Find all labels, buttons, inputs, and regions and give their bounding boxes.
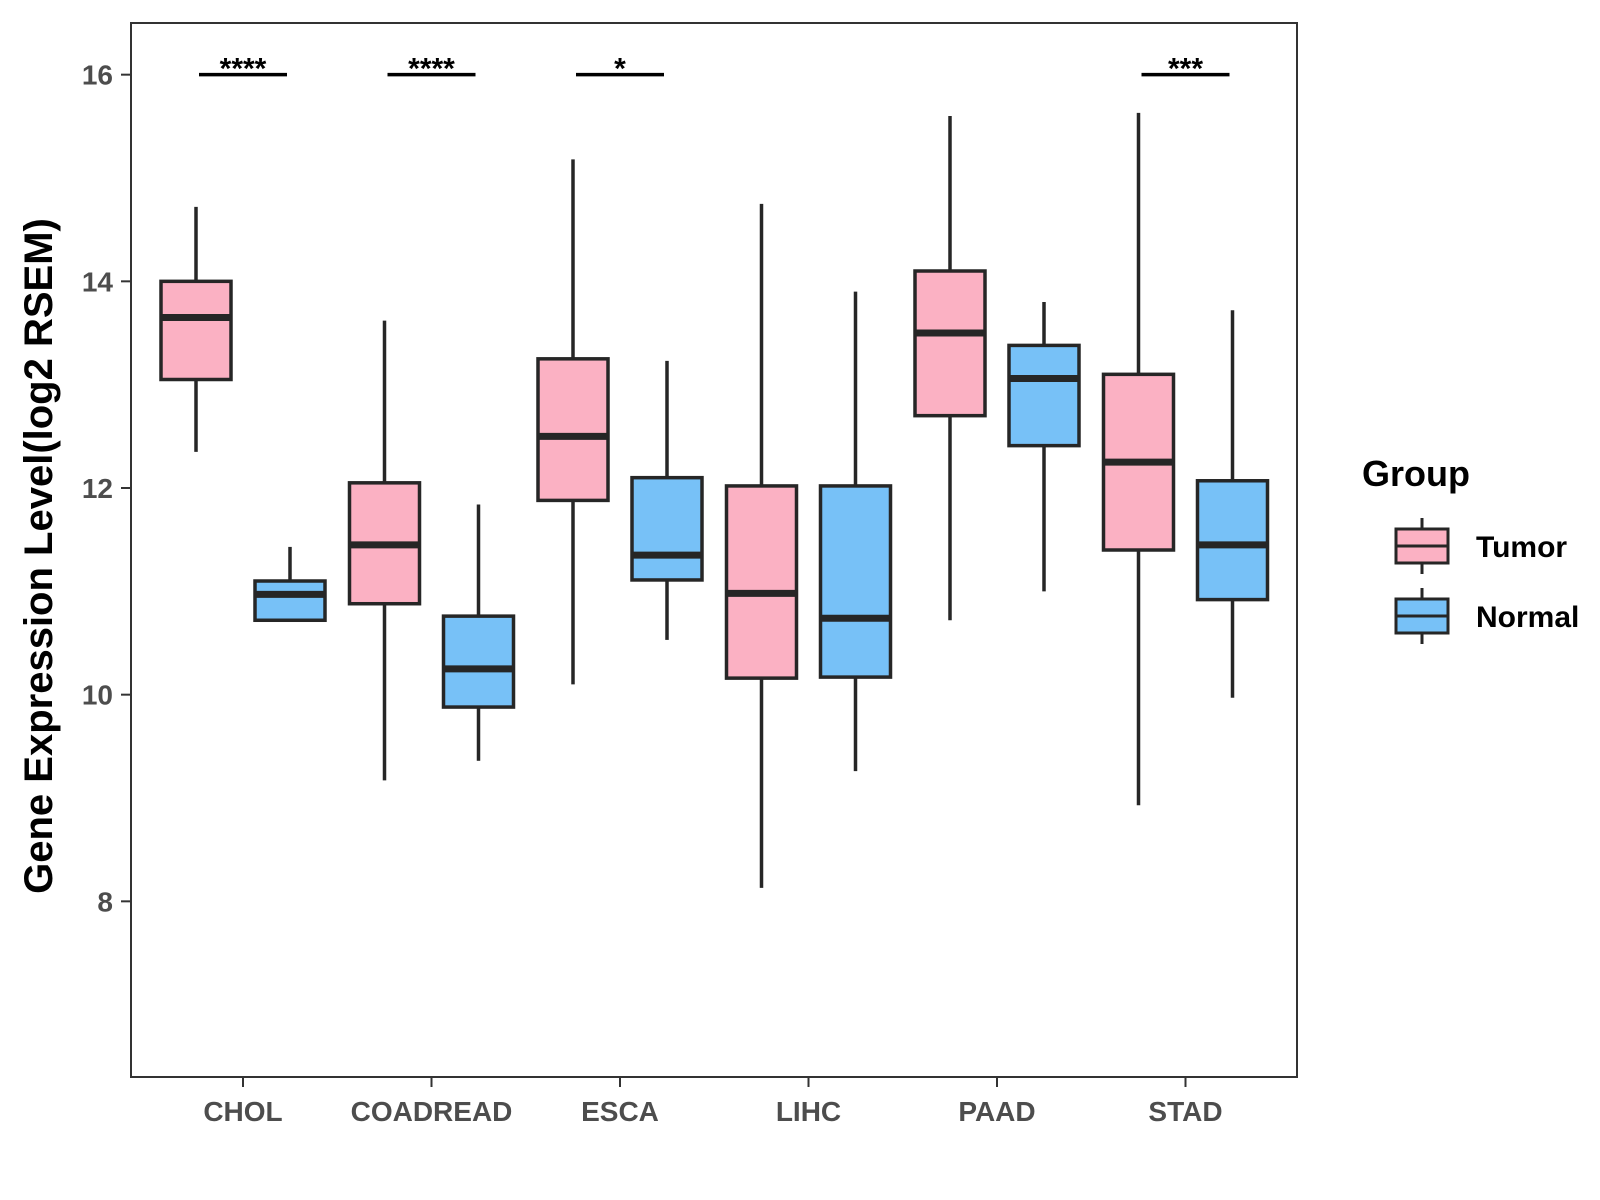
legend-title: Group [1362, 453, 1470, 494]
box-body [441, 614, 516, 709]
box-tumor-lihc [724, 203, 799, 888]
y-tick-label: 8 [97, 886, 113, 917]
plot-border [130, 22, 1298, 1078]
significance-layer: **** **** * *** [199, 53, 1230, 86]
box-normal-stad [1195, 310, 1270, 698]
y-tick-label: 10 [82, 680, 113, 711]
box-tumor-paad [913, 116, 987, 621]
x-tick-label: STAD [1148, 1096, 1222, 1127]
box-normal-esca [630, 360, 704, 640]
box-body [913, 269, 987, 418]
y-tick-label: 12 [82, 473, 113, 504]
plot-panel [130, 22, 1298, 1078]
box-tumor-chol [159, 206, 233, 452]
significance-label: * [614, 53, 626, 86]
significance-label: **** [408, 53, 455, 86]
box-body [253, 579, 327, 623]
box-normal-lihc [818, 291, 893, 772]
legend-entry-tumor: Tumor [1394, 518, 1567, 574]
x-tick-label: CHOL [203, 1096, 282, 1127]
y-tick-label: 16 [82, 60, 113, 91]
box-body [818, 484, 893, 679]
box-normal-paad [1007, 302, 1081, 592]
y-axis: 8 10 12 14 16 [82, 60, 131, 917]
box-body [536, 357, 610, 503]
significance-stad: *** [1141, 53, 1230, 86]
x-tick-label: LIHC [776, 1096, 841, 1127]
significance-coadread: **** [387, 53, 476, 86]
significance-chol: **** [199, 53, 287, 86]
legend-entry-normal: Normal [1394, 588, 1579, 644]
box-normal-coadread [441, 504, 516, 761]
box-normal-chol [253, 546, 327, 623]
y-axis-title: Gene Expression Level(log2 RSEM) [17, 218, 61, 894]
box-body [159, 279, 233, 382]
legend-label: Normal [1476, 601, 1579, 634]
legend-label: Tumor [1476, 531, 1567, 564]
box-body [1195, 479, 1270, 602]
x-tick-label: ESCA [581, 1096, 659, 1127]
box-tumor-stad [1101, 112, 1176, 806]
box-body [630, 475, 704, 582]
significance-label: *** [1168, 53, 1203, 86]
x-tick-label: COADREAD [351, 1096, 513, 1127]
x-tick-label: PAAD [958, 1096, 1035, 1127]
legend: Group Tumor Normal [1362, 453, 1579, 644]
y-tick-label: 14 [82, 266, 114, 297]
box-body [1007, 343, 1081, 448]
boxes-layer [159, 112, 1270, 888]
box-tumor-coadread [347, 320, 422, 781]
x-axis: CHOL COADREAD ESCA LIHC PAAD STAD [203, 1077, 1223, 1127]
significance-esca: * [576, 53, 664, 86]
box-body [724, 484, 799, 680]
box-tumor-esca [536, 159, 610, 685]
significance-label: **** [220, 53, 267, 86]
